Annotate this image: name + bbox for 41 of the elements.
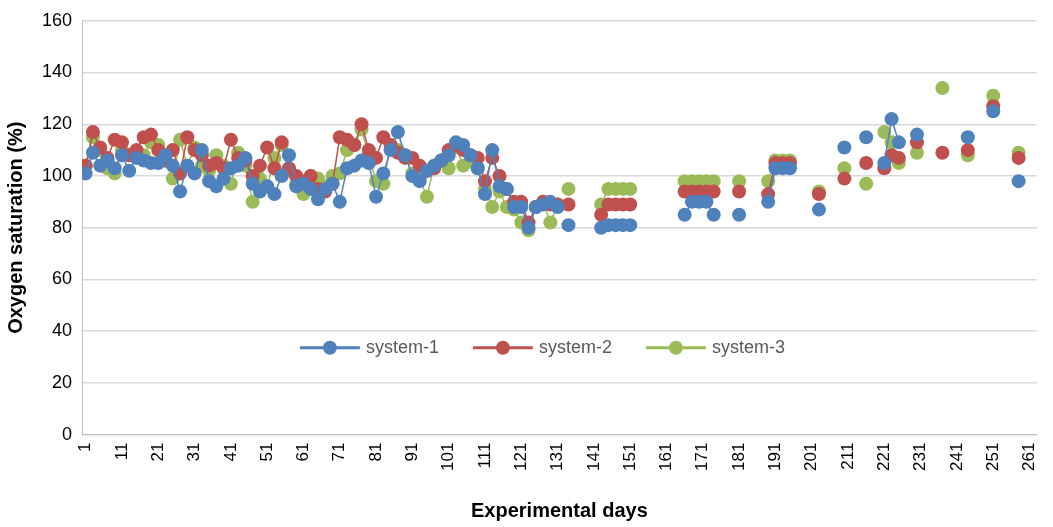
y-tick-label: 140: [41, 61, 73, 82]
y-tick-label: 120: [41, 113, 73, 134]
x-tick-label: 191: [765, 442, 785, 472]
x-tick-label: 81: [365, 442, 385, 462]
x-tick-label: 251: [982, 442, 1002, 472]
x-tick-label: 41: [220, 442, 240, 462]
x-tick-label: 221: [874, 442, 893, 472]
x-tick-label: 71: [329, 442, 349, 462]
y-tick-label: 160: [41, 9, 73, 30]
x-tick-label: 61: [293, 442, 313, 462]
x-tick-label: 51: [256, 442, 276, 462]
x-tick-label: 201: [801, 442, 821, 472]
x-tick-label: 31: [184, 442, 204, 462]
x-tick-label: 141: [583, 442, 603, 472]
x-tick-label: 131: [547, 442, 567, 472]
x-tick-label: 161: [656, 442, 676, 472]
legend-label: system-2: [538, 336, 612, 357]
x-tick-label: 21: [147, 442, 167, 462]
legend-label: system-3: [711, 336, 785, 357]
x-tick-label: 111: [474, 442, 494, 469]
x-tick-label: 91: [402, 442, 422, 462]
x-tick-label: 1: [75, 442, 95, 453]
x-tick-label: 261: [1019, 442, 1039, 472]
legend-label: system-1: [365, 336, 439, 357]
y-tick-label: 60: [52, 268, 73, 289]
x-tick-label: 151: [619, 442, 639, 472]
y-axis-title: Oxygen saturation (%): [3, 121, 26, 334]
x-tick-label: 121: [510, 442, 530, 472]
y-tick-label: 0: [62, 423, 73, 444]
x-tick-label: 101: [438, 442, 458, 472]
y-tick-label: 80: [52, 216, 73, 237]
x-tick-label: 241: [946, 442, 966, 472]
x-tick-label: 11: [111, 442, 131, 461]
y-tick-label: 40: [52, 320, 73, 341]
x-tick-label: 211: [837, 442, 857, 470]
y-tick-label: 100: [41, 164, 73, 185]
x-axis-title: Experimental days: [471, 498, 648, 521]
y-tick-label: 20: [52, 371, 73, 392]
x-tick-label: 181: [728, 442, 748, 472]
x-tick-label: 171: [692, 442, 712, 472]
x-tick-label: 231: [910, 442, 930, 472]
